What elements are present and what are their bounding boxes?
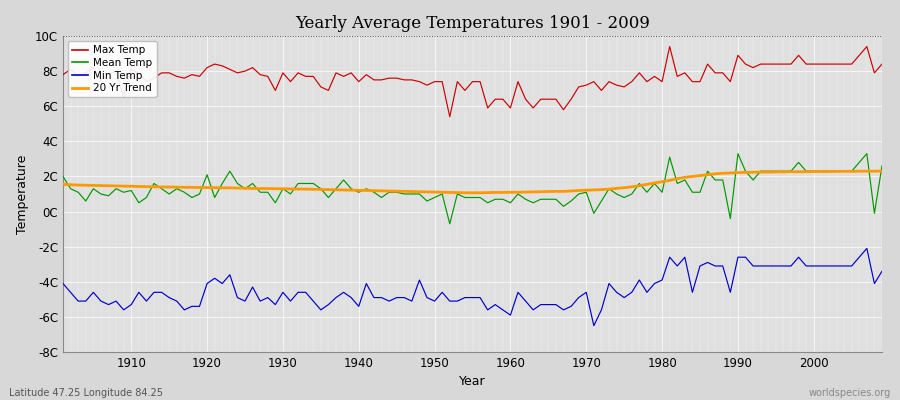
Text: worldspecies.org: worldspecies.org xyxy=(809,388,891,398)
Text: Latitude 47.25 Longitude 84.25: Latitude 47.25 Longitude 84.25 xyxy=(9,388,163,398)
Legend: Max Temp, Mean Temp, Min Temp, 20 Yr Trend: Max Temp, Mean Temp, Min Temp, 20 Yr Tre… xyxy=(68,41,157,97)
X-axis label: Year: Year xyxy=(459,376,486,388)
Y-axis label: Temperature: Temperature xyxy=(16,154,30,234)
Title: Yearly Average Temperatures 1901 - 2009: Yearly Average Temperatures 1901 - 2009 xyxy=(295,15,650,32)
